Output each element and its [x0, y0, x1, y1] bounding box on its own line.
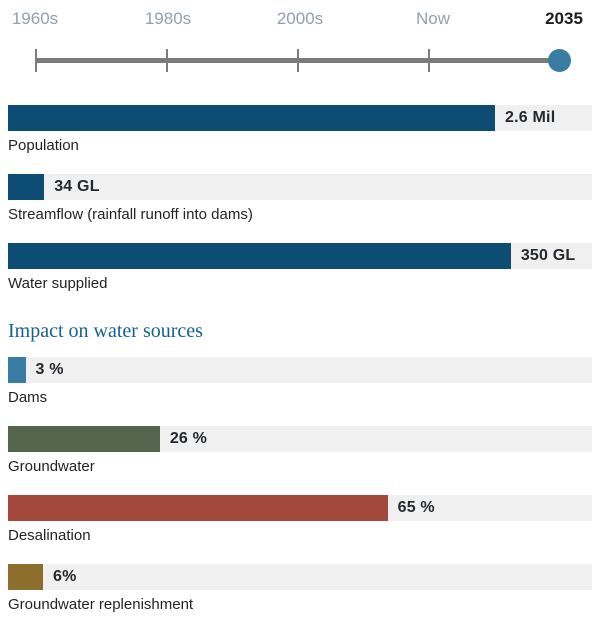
bar-value-population: 2.6 Mil [505, 109, 556, 126]
bar-label-desalination: Desalination [8, 527, 91, 544]
bar-value-water-supplied: 350 GL [520, 247, 576, 264]
bar-value-streamflow: 34 GL [54, 178, 100, 195]
bar-value-desalination: 65 % [397, 499, 435, 516]
bar-label-groundwater-replenishment: Groundwater replenishment [8, 596, 194, 613]
bar-value-dams: 3 % [35, 361, 64, 378]
bar-row-streamflow: 34 GL Streamflow (rainfall runoff into d… [8, 174, 592, 223]
bar-fill-streamflow [8, 174, 45, 200]
bar-chart-section: 2.6 Mil Population 34 GL Streamflow (rai… [0, 97, 601, 613]
bar-fill-population [8, 105, 496, 131]
bar-label-population: Population [8, 137, 79, 154]
bar-track: 26 % [8, 426, 592, 452]
timeline-label-now: Now [415, 9, 451, 28]
bar-track: 2.6 Mil [8, 105, 592, 131]
timeline-slider-handle[interactable] [548, 49, 571, 72]
bar-fill-groundwater-replenishment [8, 564, 44, 590]
timeline-tick-1960s [35, 49, 37, 72]
timeline-label-1960s: 1960s [11, 9, 59, 28]
bar-value-groundwater-replenishment: 6% [53, 568, 77, 585]
timeline-tick-now [428, 49, 430, 72]
bar-row-groundwater: 26 % Groundwater [8, 426, 592, 475]
timeline-slider: 1960s 1980s 2000s Now 2035 [0, 0, 601, 97]
timeline-label-2000s: 2000s [276, 9, 324, 28]
bar-fill-groundwater [8, 426, 160, 452]
bar-label-water-supplied: Water supplied [8, 275, 108, 292]
bar-track: 3 % [8, 357, 592, 383]
bar-row-groundwater-replenishment: 6% Groundwater replenishment [8, 564, 592, 613]
bar-fill-desalination [8, 495, 388, 521]
timeline-label-2035-selected: 2035 [545, 9, 583, 28]
impact-section-heading: Impact on water sources [8, 320, 203, 342]
bar-row-population: 2.6 Mil Population [8, 105, 592, 154]
timeline-tick-1980s [166, 49, 168, 72]
bar-track: 350 GL [8, 243, 592, 269]
timeline-track[interactable] [35, 49, 560, 72]
bar-label-dams: Dams [8, 389, 48, 406]
timeline-label-1980s: 1980s [144, 9, 192, 28]
bar-track: 34 GL [8, 174, 592, 200]
bar-label-streamflow: Streamflow (rainfall runoff into dams) [8, 206, 253, 223]
bar-row-water-supplied: 350 GL Water supplied [8, 243, 592, 292]
bar-row-dams: 3 % Dams [8, 357, 592, 406]
bar-row-desalination: 65 % Desalination [8, 495, 592, 544]
bar-track: 6% [8, 564, 592, 590]
bar-fill-water-supplied [8, 243, 511, 269]
bar-track: 65 % [8, 495, 592, 521]
bar-fill-dams [8, 357, 26, 383]
bar-value-groundwater: 26 % [169, 430, 208, 447]
timeline-tick-2000s [297, 49, 299, 72]
bar-label-groundwater: Groundwater [8, 458, 95, 475]
